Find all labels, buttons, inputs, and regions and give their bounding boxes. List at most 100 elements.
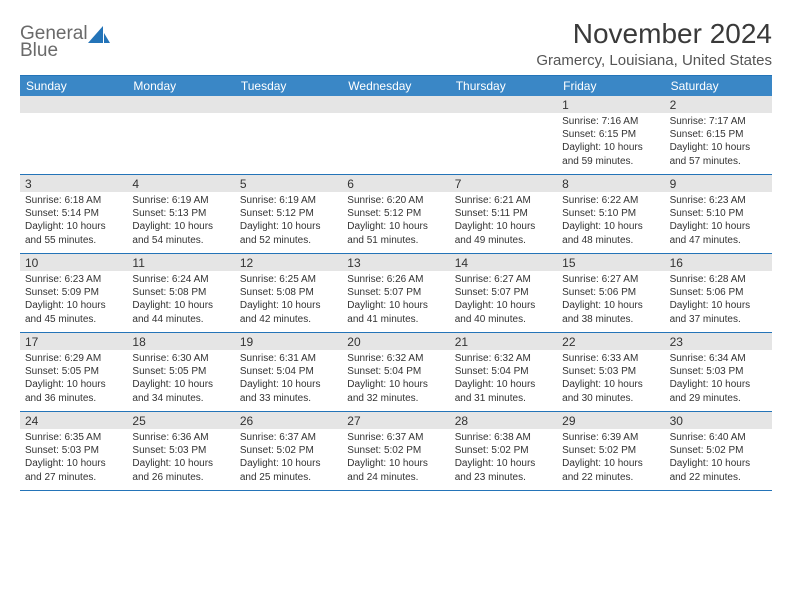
sunset-text: Sunset: 5:07 PM bbox=[347, 286, 444, 299]
daylight-text: Daylight: 10 hours and 32 minutes. bbox=[347, 378, 444, 404]
day-body: Sunrise: 6:39 AMSunset: 5:02 PMDaylight:… bbox=[557, 429, 664, 487]
day-cell: 8Sunrise: 6:22 AMSunset: 5:10 PMDaylight… bbox=[557, 175, 664, 253]
day-number: 23 bbox=[665, 333, 772, 350]
daylight-text: Daylight: 10 hours and 27 minutes. bbox=[25, 457, 122, 483]
dow-mon: Monday bbox=[127, 76, 234, 96]
day-cell: 16Sunrise: 6:28 AMSunset: 5:06 PMDayligh… bbox=[665, 254, 772, 332]
day-number: 19 bbox=[235, 333, 342, 350]
day-cell bbox=[20, 96, 127, 174]
location-subtitle: Gramercy, Louisiana, United States bbox=[536, 52, 772, 69]
sunset-text: Sunset: 5:10 PM bbox=[562, 207, 659, 220]
sunset-text: Sunset: 5:04 PM bbox=[347, 365, 444, 378]
day-cell: 25Sunrise: 6:36 AMSunset: 5:03 PMDayligh… bbox=[127, 412, 234, 490]
daylight-text: Daylight: 10 hours and 33 minutes. bbox=[240, 378, 337, 404]
sunrise-text: Sunrise: 6:35 AM bbox=[25, 431, 122, 444]
week-row: 10Sunrise: 6:23 AMSunset: 5:09 PMDayligh… bbox=[20, 254, 772, 333]
day-number: 14 bbox=[450, 254, 557, 271]
day-cell: 9Sunrise: 6:23 AMSunset: 5:10 PMDaylight… bbox=[665, 175, 772, 253]
day-body bbox=[342, 113, 449, 118]
day-body: Sunrise: 6:23 AMSunset: 5:10 PMDaylight:… bbox=[665, 192, 772, 250]
day-body: Sunrise: 6:35 AMSunset: 5:03 PMDaylight:… bbox=[20, 429, 127, 487]
sunrise-text: Sunrise: 6:37 AM bbox=[347, 431, 444, 444]
daylight-text: Daylight: 10 hours and 55 minutes. bbox=[25, 220, 122, 246]
day-body: Sunrise: 6:25 AMSunset: 5:08 PMDaylight:… bbox=[235, 271, 342, 329]
daylight-text: Daylight: 10 hours and 48 minutes. bbox=[562, 220, 659, 246]
day-cell bbox=[235, 96, 342, 174]
daylight-text: Daylight: 10 hours and 24 minutes. bbox=[347, 457, 444, 483]
sunset-text: Sunset: 5:08 PM bbox=[132, 286, 229, 299]
sunset-text: Sunset: 5:03 PM bbox=[670, 365, 767, 378]
day-number: 17 bbox=[20, 333, 127, 350]
sunset-text: Sunset: 6:15 PM bbox=[562, 128, 659, 141]
sunset-text: Sunset: 5:03 PM bbox=[25, 444, 122, 457]
day-body: Sunrise: 6:37 AMSunset: 5:02 PMDaylight:… bbox=[235, 429, 342, 487]
daylight-text: Daylight: 10 hours and 45 minutes. bbox=[25, 299, 122, 325]
day-body: Sunrise: 6:36 AMSunset: 5:03 PMDaylight:… bbox=[127, 429, 234, 487]
day-number: 13 bbox=[342, 254, 449, 271]
sunrise-text: Sunrise: 6:32 AM bbox=[455, 352, 552, 365]
daylight-text: Daylight: 10 hours and 29 minutes. bbox=[670, 378, 767, 404]
daylight-text: Daylight: 10 hours and 41 minutes. bbox=[347, 299, 444, 325]
day-number: 20 bbox=[342, 333, 449, 350]
empty-day-number bbox=[450, 96, 557, 113]
daylight-text: Daylight: 10 hours and 22 minutes. bbox=[562, 457, 659, 483]
day-number: 4 bbox=[127, 175, 234, 192]
day-body: Sunrise: 6:21 AMSunset: 5:11 PMDaylight:… bbox=[450, 192, 557, 250]
sunset-text: Sunset: 5:04 PM bbox=[455, 365, 552, 378]
day-cell: 1Sunrise: 7:16 AMSunset: 6:15 PMDaylight… bbox=[557, 96, 664, 174]
day-cell bbox=[127, 96, 234, 174]
day-cell: 12Sunrise: 6:25 AMSunset: 5:08 PMDayligh… bbox=[235, 254, 342, 332]
sunset-text: Sunset: 5:02 PM bbox=[240, 444, 337, 457]
logo-text-block: General Blue bbox=[20, 24, 110, 60]
sunset-text: Sunset: 6:15 PM bbox=[670, 128, 767, 141]
day-cell: 21Sunrise: 6:32 AMSunset: 5:04 PMDayligh… bbox=[450, 333, 557, 411]
day-number: 15 bbox=[557, 254, 664, 271]
sunset-text: Sunset: 5:13 PM bbox=[132, 207, 229, 220]
sunset-text: Sunset: 5:02 PM bbox=[562, 444, 659, 457]
day-cell: 24Sunrise: 6:35 AMSunset: 5:03 PMDayligh… bbox=[20, 412, 127, 490]
day-body: Sunrise: 6:19 AMSunset: 5:12 PMDaylight:… bbox=[235, 192, 342, 250]
daylight-text: Daylight: 10 hours and 25 minutes. bbox=[240, 457, 337, 483]
day-cell: 28Sunrise: 6:38 AMSunset: 5:02 PMDayligh… bbox=[450, 412, 557, 490]
sunrise-text: Sunrise: 6:23 AM bbox=[670, 194, 767, 207]
daylight-text: Daylight: 10 hours and 57 minutes. bbox=[670, 141, 767, 167]
sunset-text: Sunset: 5:07 PM bbox=[455, 286, 552, 299]
day-body: Sunrise: 6:34 AMSunset: 5:03 PMDaylight:… bbox=[665, 350, 772, 408]
day-number: 3 bbox=[20, 175, 127, 192]
day-number: 27 bbox=[342, 412, 449, 429]
week-row: 24Sunrise: 6:35 AMSunset: 5:03 PMDayligh… bbox=[20, 412, 772, 491]
day-number: 22 bbox=[557, 333, 664, 350]
sunrise-text: Sunrise: 6:27 AM bbox=[562, 273, 659, 286]
daylight-text: Daylight: 10 hours and 49 minutes. bbox=[455, 220, 552, 246]
day-cell: 20Sunrise: 6:32 AMSunset: 5:04 PMDayligh… bbox=[342, 333, 449, 411]
day-cell: 6Sunrise: 6:20 AMSunset: 5:12 PMDaylight… bbox=[342, 175, 449, 253]
title-block: November 2024 Gramercy, Louisiana, Unite… bbox=[536, 18, 772, 69]
day-cell: 7Sunrise: 6:21 AMSunset: 5:11 PMDaylight… bbox=[450, 175, 557, 253]
sunset-text: Sunset: 5:14 PM bbox=[25, 207, 122, 220]
empty-day-number bbox=[342, 96, 449, 113]
sunrise-text: Sunrise: 6:24 AM bbox=[132, 273, 229, 286]
day-cell: 5Sunrise: 6:19 AMSunset: 5:12 PMDaylight… bbox=[235, 175, 342, 253]
day-cell: 23Sunrise: 6:34 AMSunset: 5:03 PMDayligh… bbox=[665, 333, 772, 411]
day-number: 26 bbox=[235, 412, 342, 429]
day-cell: 10Sunrise: 6:23 AMSunset: 5:09 PMDayligh… bbox=[20, 254, 127, 332]
page-header: General Blue November 2024 Gramercy, Lou… bbox=[20, 18, 772, 69]
logo-sail-icon bbox=[88, 26, 110, 43]
dow-sun: Sunday bbox=[20, 76, 127, 96]
sunrise-text: Sunrise: 6:22 AM bbox=[562, 194, 659, 207]
sunrise-text: Sunrise: 6:38 AM bbox=[455, 431, 552, 444]
day-body: Sunrise: 6:38 AMSunset: 5:02 PMDaylight:… bbox=[450, 429, 557, 487]
sunrise-text: Sunrise: 6:25 AM bbox=[240, 273, 337, 286]
dow-thu: Thursday bbox=[450, 76, 557, 96]
sunrise-text: Sunrise: 6:26 AM bbox=[347, 273, 444, 286]
day-cell: 30Sunrise: 6:40 AMSunset: 5:02 PMDayligh… bbox=[665, 412, 772, 490]
dow-wed: Wednesday bbox=[342, 76, 449, 96]
day-cell: 26Sunrise: 6:37 AMSunset: 5:02 PMDayligh… bbox=[235, 412, 342, 490]
sunset-text: Sunset: 5:09 PM bbox=[25, 286, 122, 299]
day-number: 28 bbox=[450, 412, 557, 429]
week-row: 1Sunrise: 7:16 AMSunset: 6:15 PMDaylight… bbox=[20, 96, 772, 175]
week-row: 3Sunrise: 6:18 AMSunset: 5:14 PMDaylight… bbox=[20, 175, 772, 254]
day-cell: 19Sunrise: 6:31 AMSunset: 5:04 PMDayligh… bbox=[235, 333, 342, 411]
day-body: Sunrise: 6:20 AMSunset: 5:12 PMDaylight:… bbox=[342, 192, 449, 250]
daylight-text: Daylight: 10 hours and 59 minutes. bbox=[562, 141, 659, 167]
